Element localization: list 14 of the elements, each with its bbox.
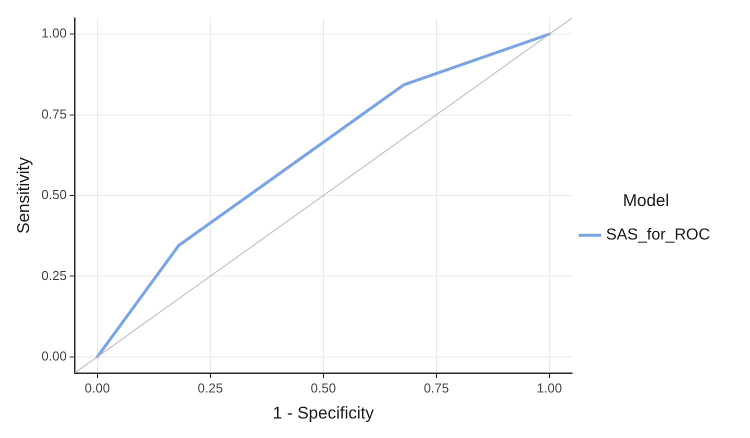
x-axis-title: 1 - Specificity (272, 403, 374, 422)
x-tick-label: 1.00 (536, 380, 562, 396)
x-tick-label: 0.00 (84, 380, 110, 396)
legend-label: SAS_for_ROC (606, 226, 710, 244)
y-tick-label: 0.75 (41, 106, 67, 122)
x-tick-label: 0.50 (310, 380, 336, 396)
y-axis-title: Sensitivity (14, 156, 33, 234)
x-tick-label: 0.75 (424, 380, 449, 396)
legend-title: Model (622, 190, 670, 210)
y-tick-label: 1.00 (41, 26, 67, 41)
y-tick-label: 0.50 (41, 187, 67, 202)
y-tick-label: 0.00 (41, 348, 67, 364)
x-tick-label: 0.25 (198, 380, 223, 396)
y-tick-label: 0.25 (41, 268, 67, 283)
